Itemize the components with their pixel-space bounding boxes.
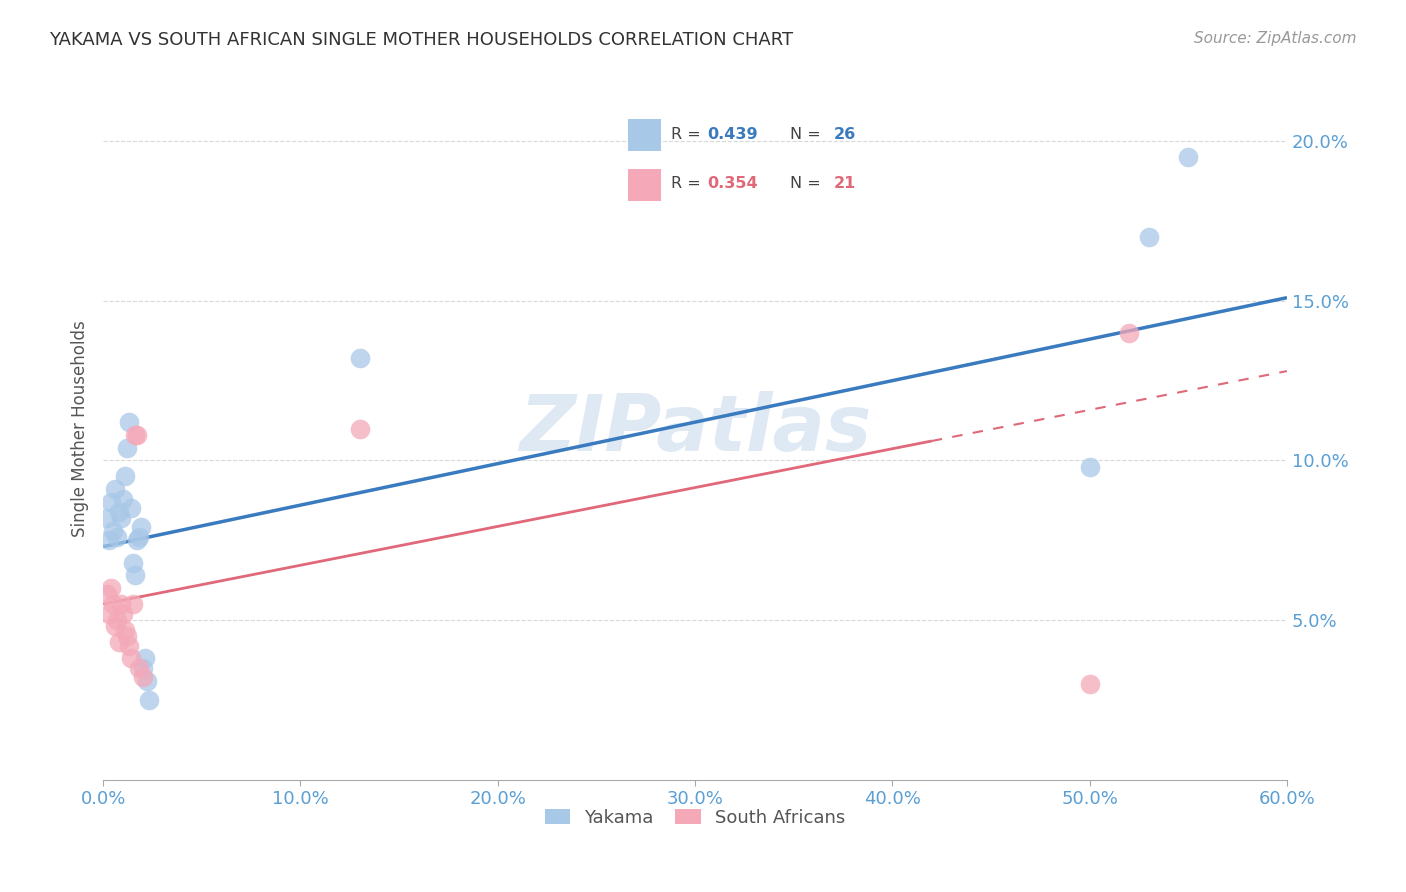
Point — [118, 415, 141, 429]
Point — [134, 651, 156, 665]
Text: ZIPatlas: ZIPatlas — [519, 391, 872, 467]
Point — [120, 651, 142, 665]
Point — [138, 693, 160, 707]
Point — [96, 511, 118, 525]
Point — [1118, 326, 1140, 340]
Point — [100, 495, 122, 509]
Point — [121, 556, 143, 570]
Point — [349, 351, 371, 366]
Point — [1078, 677, 1101, 691]
Point — [105, 613, 128, 627]
Point — [104, 482, 127, 496]
Point — [96, 587, 118, 601]
Point — [124, 428, 146, 442]
Point — [110, 511, 132, 525]
Point — [128, 661, 150, 675]
Point — [125, 428, 148, 442]
Text: YAKAMA VS SOUTH AFRICAN SINGLE MOTHER HOUSEHOLDS CORRELATION CHART: YAKAMA VS SOUTH AFRICAN SINGLE MOTHER HO… — [49, 31, 793, 49]
Point — [349, 421, 371, 435]
Point — [115, 441, 138, 455]
Point — [120, 501, 142, 516]
Point — [101, 597, 124, 611]
Point — [115, 629, 138, 643]
Point — [98, 607, 121, 621]
Point — [125, 533, 148, 548]
Point — [131, 671, 153, 685]
Point — [124, 568, 146, 582]
Point — [111, 491, 134, 506]
Point — [100, 581, 122, 595]
Point — [104, 619, 127, 633]
Point — [114, 623, 136, 637]
Point — [108, 635, 131, 649]
Point — [131, 661, 153, 675]
Point — [101, 524, 124, 538]
Point — [118, 639, 141, 653]
Point — [111, 607, 134, 621]
Point — [121, 597, 143, 611]
Point — [1078, 459, 1101, 474]
Point — [114, 469, 136, 483]
Point — [128, 530, 150, 544]
Point — [105, 530, 128, 544]
Text: Source: ZipAtlas.com: Source: ZipAtlas.com — [1194, 31, 1357, 46]
Point — [135, 673, 157, 688]
Y-axis label: Single Mother Households: Single Mother Households — [72, 320, 89, 537]
Point — [1177, 150, 1199, 164]
Point — [1137, 230, 1160, 244]
Legend: Yakama, South Africans: Yakama, South Africans — [537, 801, 852, 834]
Point — [108, 504, 131, 518]
Point — [98, 533, 121, 548]
Point — [110, 597, 132, 611]
Point — [129, 520, 152, 534]
